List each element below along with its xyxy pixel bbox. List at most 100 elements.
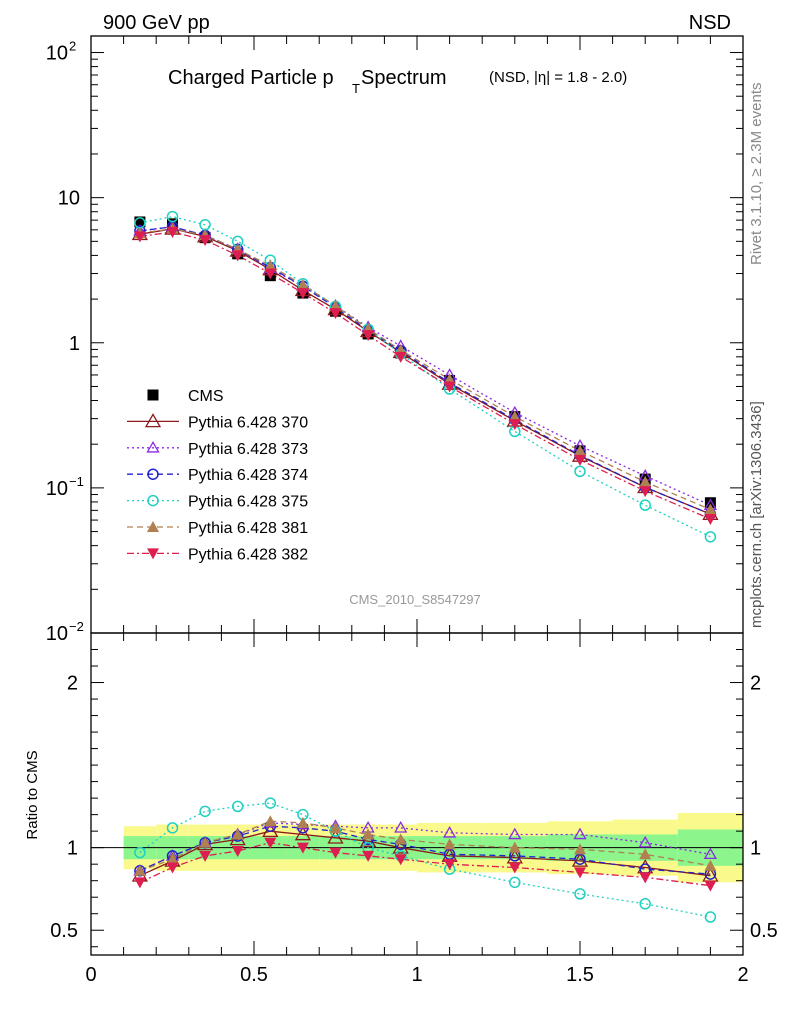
ratio-point-p382-12 — [639, 872, 652, 884]
legend-label-p382: Pythia 6.428 382 — [188, 546, 308, 563]
ratio-point-p382-3 — [231, 845, 244, 857]
legend-marker-p374 — [147, 468, 159, 480]
main-point-p381-12 — [639, 475, 652, 487]
main-point-p381-5 — [296, 279, 309, 291]
main-point-p382-0 — [133, 231, 146, 243]
ratio-point-p382-7 — [362, 850, 375, 862]
ratio-point-p373-12 — [638, 835, 652, 848]
main-point-p382-6 — [329, 308, 342, 320]
title-sub: T — [352, 81, 360, 96]
main-point-p382-1 — [166, 226, 179, 238]
legend-label-p370: Pythia 6.428 370 — [188, 414, 308, 431]
series-markers — [131, 210, 719, 923]
ratio-point-p382-13 — [704, 880, 717, 892]
ratio-ytick-label-left-0: 0.5 — [50, 920, 78, 942]
ratio-point-p381-8 — [394, 833, 407, 845]
ratio-point-p375-4 — [264, 797, 277, 809]
ratio-point-p382-1 — [166, 862, 179, 874]
main-point-cms-13 — [704, 497, 716, 509]
ratio-bands — [91, 812, 743, 883]
ratio-point-p382-0 — [133, 877, 146, 889]
ratio-point-p382-11 — [574, 867, 586, 879]
main-point-p382-11 — [574, 454, 586, 466]
ratio-point-p381-5 — [296, 816, 309, 828]
x-tick-label-3: 1.5 — [566, 964, 594, 986]
legend-label-p381: Pythia 6.428 381 — [188, 520, 308, 537]
legend-label-p373: Pythia 6.428 373 — [188, 441, 308, 458]
main-point-p375-13 — [704, 531, 717, 543]
ratio-point-p382-10 — [508, 862, 521, 874]
ratio-point-p381-1 — [166, 853, 179, 865]
main-ytick-label-2: 1 — [69, 333, 80, 355]
ratio-point-p381-0 — [133, 864, 146, 876]
main-point-p381-6 — [329, 299, 342, 311]
ratio-point-p381-6 — [329, 821, 342, 833]
main-ytick-label-0: 10 — [46, 623, 68, 645]
main-point-p382-8 — [394, 351, 407, 363]
ratio-point-p382-8 — [394, 854, 407, 866]
legend-marker-p373 — [146, 440, 160, 453]
ratio-point-p381-2 — [199, 836, 212, 848]
main-ytick-exp-0: −2 — [69, 619, 84, 634]
ratio-point-p375-1 — [166, 822, 179, 834]
title-main: Charged Particle p — [168, 67, 334, 89]
legend-entry-p382: Pythia 6.428 382 — [127, 546, 308, 563]
legend-label-p375: Pythia 6.428 375 — [188, 494, 308, 511]
ratio-point-p373-8 — [394, 821, 408, 833]
main-point-p382-7 — [362, 330, 375, 342]
ratio-point-p370-7 — [359, 832, 377, 847]
ratio-point-p381-3 — [231, 828, 244, 840]
mcplots-label: mcplots.cern.ch [arXiv:1306.3436] — [748, 401, 765, 628]
ratio-point-p375-11 — [574, 888, 586, 900]
legend-entry-p374: Pythia 6.428 374 — [127, 467, 308, 484]
ratio-point-p375-3 — [231, 800, 244, 813]
ratio-point-p373-13 — [703, 847, 718, 860]
ratio-ytick-label-right-2: 2 — [750, 673, 761, 695]
legend-marker-p382 — [147, 548, 159, 560]
ratio-point-p373-10 — [508, 827, 522, 840]
ratio-point-p373-11 — [573, 827, 587, 840]
ratio-point-p370-6 — [327, 829, 344, 844]
ratio-point-p382-4 — [264, 837, 277, 849]
ratio-point-p381-11 — [574, 843, 586, 855]
title-note: (NSD, |η| = 1.8 - 2.0) — [489, 69, 627, 86]
legend-entry-cms: CMS — [147, 388, 224, 405]
legend-marker-p381 — [147, 521, 159, 532]
legend-marker-p370 — [144, 413, 162, 428]
ratio-point-p373-9 — [442, 825, 457, 838]
ratio-point-p382-2 — [199, 850, 212, 862]
ratio-point-p381-4 — [264, 815, 277, 827]
main-point-p382-12 — [639, 486, 652, 498]
main-ytick-label-1: 10 — [46, 478, 68, 500]
legend-entry-p373: Pythia 6.428 373 — [127, 441, 308, 458]
main-point-p381-10 — [508, 410, 521, 422]
ratio-point-p382-9 — [443, 859, 456, 871]
legend-entry-p370: Pythia 6.428 370 — [127, 413, 308, 431]
ratio-point-p375-12 — [639, 898, 651, 910]
main-point-p381-13 — [704, 503, 717, 515]
main-point-p375-12 — [639, 499, 651, 511]
main-ytick-exp-4: 2 — [69, 39, 76, 54]
legend-label-p374: Pythia 6.428 374 — [188, 467, 308, 484]
main-point-p381-11 — [574, 444, 586, 456]
ratio-ytick-label-right-1: 1 — [750, 838, 761, 860]
main-point-p382-5 — [296, 288, 309, 300]
ratio-point-p382-5 — [296, 842, 309, 854]
analysis-watermark: CMS_2010_S8547297 — [349, 592, 481, 607]
series-lines — [139, 215, 711, 918]
main-line-p375 — [139, 215, 711, 538]
legend-label-cms: CMS — [188, 388, 224, 405]
header-left: 900 GeV pp — [103, 12, 210, 34]
main-point-p382-4 — [264, 268, 277, 280]
ratio-ytick-label-right-0: 0.5 — [750, 920, 778, 942]
main-point-p382-9 — [443, 381, 456, 393]
main-point-p382-13 — [704, 514, 717, 526]
main-point-cms-0 — [134, 216, 146, 228]
chart-title: Charged Particle p T Spectrum (NSD, |η| … — [168, 67, 627, 96]
main-frame — [90, 35, 744, 634]
ratio-point-p370-11 — [571, 852, 589, 867]
legend-marker-cms — [147, 389, 159, 401]
ratio-point-p375-13 — [704, 911, 717, 923]
ratio-line-p382 — [139, 842, 711, 887]
